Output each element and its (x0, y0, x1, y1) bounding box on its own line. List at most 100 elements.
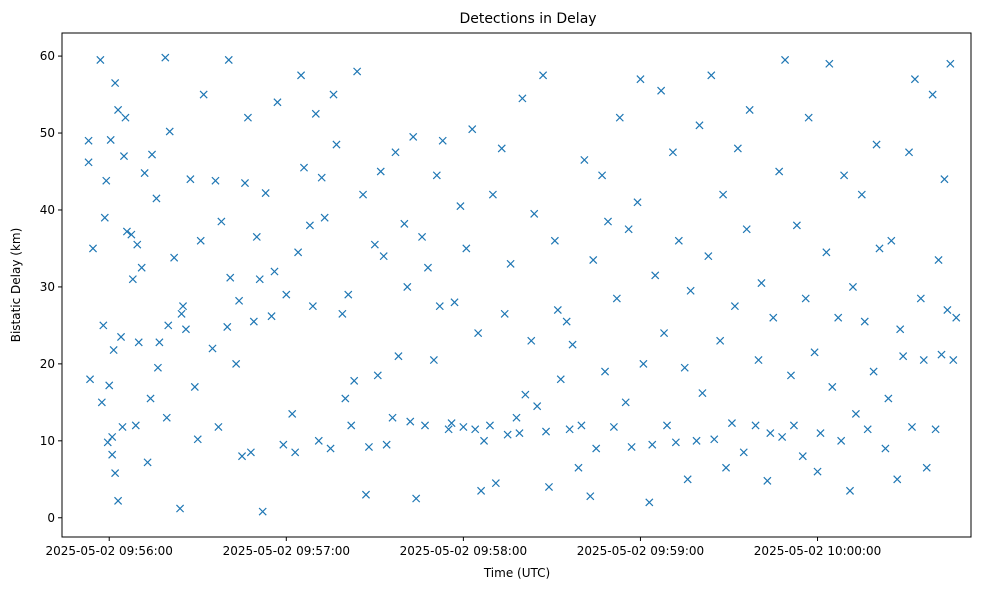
data-point (615, 113, 624, 122)
data-point (875, 244, 884, 253)
data-point (781, 55, 790, 64)
data-point (816, 429, 825, 438)
data-point (598, 171, 607, 180)
data-point (562, 317, 571, 326)
x-tick-label: 2025-05-02 09:58:00 (400, 544, 527, 558)
data-point (388, 413, 397, 422)
data-point (394, 352, 403, 361)
y-tick-label: 10 (40, 434, 55, 448)
data-point (114, 496, 123, 505)
data-point (521, 390, 530, 399)
data-point (214, 422, 223, 431)
data-point (474, 329, 483, 338)
data-point (828, 382, 837, 391)
y-tick-label: 60 (40, 49, 55, 63)
data-point (353, 67, 362, 76)
data-point (556, 375, 565, 384)
data-point (97, 398, 106, 407)
data-point (403, 282, 412, 291)
data-point (763, 476, 772, 485)
data-point (134, 338, 143, 347)
data-point (361, 490, 371, 499)
data-point (541, 427, 551, 436)
data-point (485, 421, 494, 430)
data-point (100, 213, 109, 222)
data-point (751, 421, 760, 430)
data-point (801, 294, 810, 303)
data-point (553, 305, 562, 315)
data-point (506, 259, 515, 268)
data-point (147, 150, 157, 159)
data-point (733, 144, 742, 153)
data-point (128, 275, 137, 284)
data-point (757, 279, 766, 288)
data-point (456, 202, 465, 211)
data-point (297, 71, 306, 80)
data-point (161, 53, 170, 62)
data-point (860, 317, 869, 326)
data-point (627, 442, 636, 451)
data-point (462, 244, 471, 253)
data-point (291, 448, 300, 457)
data-point (533, 402, 542, 411)
data-point (636, 75, 645, 84)
data-point (837, 436, 846, 445)
data-point (96, 55, 105, 64)
data-point (686, 286, 695, 295)
data-point (412, 494, 421, 503)
data-point (364, 442, 373, 451)
data-point (146, 394, 155, 403)
data-point (550, 236, 559, 245)
data-point (651, 271, 660, 280)
data-point (825, 59, 834, 68)
data-point (716, 336, 725, 345)
data-point (320, 213, 329, 222)
data-point (822, 248, 831, 257)
data-point (477, 486, 486, 495)
data-point (943, 305, 952, 315)
y-axis-label: Bistatic Delay (km) (9, 228, 23, 343)
data-point (122, 227, 131, 236)
data-point (603, 217, 613, 226)
data-point (288, 409, 297, 418)
data-point (710, 435, 719, 444)
data-point (108, 450, 117, 459)
data-point (500, 309, 509, 318)
data-point (577, 421, 586, 430)
data-point (884, 394, 893, 403)
y-tick-label: 30 (40, 280, 55, 294)
data-point (952, 313, 961, 322)
data-point (133, 240, 142, 249)
data-point (692, 436, 701, 445)
data-point (406, 417, 415, 426)
data-points (84, 53, 961, 516)
data-point (497, 144, 506, 153)
data-point (279, 440, 288, 449)
data-point (707, 71, 716, 80)
data-point (872, 140, 881, 149)
data-point (722, 463, 731, 472)
data-point (834, 313, 843, 322)
data-point (730, 302, 739, 311)
data-point (420, 421, 430, 430)
data-point (539, 71, 548, 80)
data-point (329, 90, 338, 99)
data-point (376, 167, 385, 176)
data-point (240, 179, 250, 188)
data-point (904, 148, 914, 157)
data-point (671, 438, 680, 447)
x-tick-label: 2025-05-02 09:59:00 (577, 544, 704, 558)
data-point (418, 232, 427, 241)
data-point (224, 55, 233, 64)
data-point (804, 113, 813, 122)
x-tick-label: 2025-05-02 10:00:00 (754, 544, 881, 558)
y-tick-label: 40 (40, 203, 55, 217)
data-point (176, 504, 185, 513)
data-point (459, 422, 468, 431)
data-point (370, 240, 379, 249)
data-point (267, 312, 276, 321)
data-point (621, 398, 630, 407)
data-point (683, 475, 692, 484)
data-point (766, 429, 775, 438)
